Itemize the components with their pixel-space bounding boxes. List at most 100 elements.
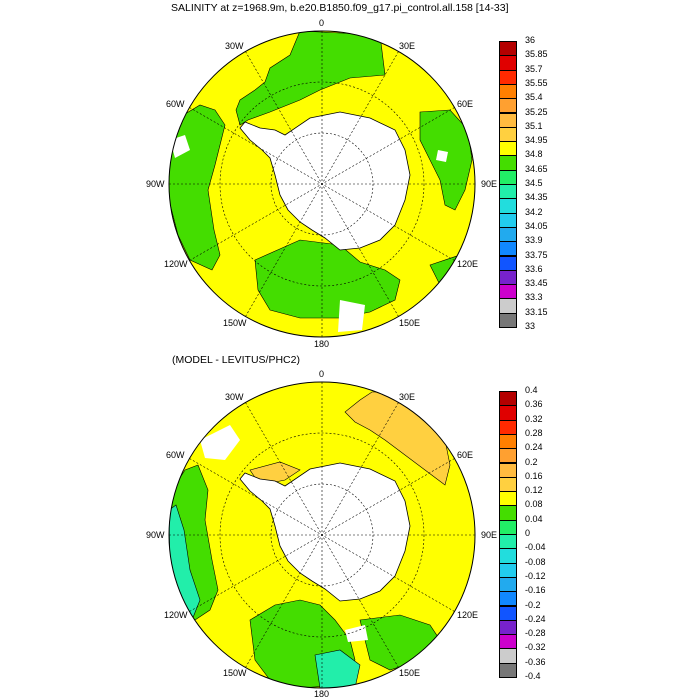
bottom-colorbar-cell [499, 491, 517, 507]
bottom-colorbar [499, 391, 517, 678]
top-lon-label-90e: 90E [481, 179, 498, 189]
top-colorbar-tick-label: 34.5 [525, 178, 543, 188]
bottom-colorbar-cell [499, 505, 517, 521]
top-lon-label-60e: 60E [457, 99, 474, 109]
top-lon-label-90w: 90W [146, 179, 165, 189]
bottom-colorbar-tick-label: -0.04 [525, 542, 546, 553]
bottom-colorbar-tick-label: 0.16 [525, 470, 543, 481]
top-colorbar-cell [499, 298, 517, 314]
top-colorbar-cell [499, 41, 517, 57]
bottom-colorbar-tick-label: 0.28 [525, 427, 543, 438]
bottom-colorbar-tick-label: -0.24 [525, 613, 546, 624]
top-colorbar-tick-label: 35.4 [525, 92, 543, 103]
bottom-colorbar-cell [499, 462, 517, 478]
bottom-colorbar-cell [499, 433, 517, 450]
top-colorbar-tick-label: 33 [525, 321, 536, 331]
top-colorbar-cell [499, 241, 517, 257]
bottom-colorbar-cell [499, 605, 517, 621]
top-colorbar-tick-label: 36 [525, 35, 536, 45]
top-missing-patch [436, 150, 448, 162]
bottom-map-title: (MODEL - LEVITUS/PHC2) [172, 354, 300, 366]
bottom-colorbar-cell [499, 448, 517, 464]
bottom-colorbar-cell [499, 405, 517, 421]
bottom-colorbar-cell [499, 534, 517, 550]
top-green-region-atlantic [235, 31, 386, 126]
top-lon-label-120e: 120E [457, 259, 479, 269]
top-colorbar-cell [499, 284, 517, 300]
bottom-colorbar-cell [499, 591, 517, 607]
bottom-colorbar-tick-label: 0.12 [525, 485, 543, 496]
bottom-colorbar-tick-label: 0.2 [525, 456, 538, 467]
top-polar-map [168, 30, 476, 338]
top-graticule [169, 31, 475, 337]
bottom-lon-label-120e: 120E [457, 610, 479, 620]
bottom-polar-map [168, 381, 476, 689]
bottom-missing-patch [345, 625, 368, 642]
bottom-colorbar-cell [499, 562, 517, 578]
bottom-lon-label-150w: 150W [223, 668, 247, 678]
top-colorbar-tick-label: 33.3 [525, 292, 543, 303]
top-colorbar-cell [499, 312, 517, 328]
top-lon-label-0: 0 [319, 18, 325, 28]
bottom-colorbar-cell [499, 419, 517, 435]
top-colorbar-tick-label: 34.95 [525, 135, 548, 146]
top-missing-patch [338, 300, 365, 332]
top-colorbar-tick-label: 33.75 [525, 249, 548, 260]
top-colorbar-tick-label: 34.05 [525, 220, 548, 231]
top-antarctica-land [239, 111, 411, 251]
bottom-colorbar-tick-label: -0.16 [525, 585, 546, 596]
top-colorbar-tick-label: 34.65 [525, 163, 548, 174]
bottom-colorbar-tick-label: -0.2 [525, 599, 541, 610]
top-colorbar-cell [499, 155, 517, 171]
top-colorbar-cell [499, 83, 517, 100]
top-lon-label-150w: 150W [223, 318, 247, 328]
bottom-lon-label-30e: 30E [399, 392, 416, 402]
top-colorbar-tick-label: 35.7 [525, 63, 543, 74]
top-colorbar-cell [499, 184, 517, 200]
bottom-colorbar-tick-label: -0.08 [525, 556, 546, 567]
top-colorbar-tick-label: 33.45 [525, 278, 548, 289]
bottom-colorbar-cell [499, 519, 517, 535]
bottom-colorbar-cell [499, 619, 517, 636]
bottom-lon-label-120w: 120W [164, 610, 188, 620]
top-colorbar-cell [499, 55, 517, 71]
top-colorbar-cell [499, 141, 517, 157]
bottom-missing-patch [200, 425, 240, 460]
top-colorbar-tick-label: 34.8 [525, 149, 543, 160]
bottom-colorbar-tick-label: 0.36 [525, 399, 543, 410]
bottom-lon-label-180: 180 [314, 689, 330, 699]
top-colorbar-cell [499, 226, 517, 243]
bottom-colorbar-cell [499, 648, 517, 664]
bottom-lon-label-30w: 30W [225, 392, 244, 402]
bottom-colorbar-tick-label: -0.32 [525, 642, 546, 653]
bottom-colorbar-cell [499, 391, 517, 407]
bottom-lon-label-150e: 150E [399, 668, 421, 678]
bottom-colorbar-tick-label: 0 [525, 528, 531, 538]
top-colorbar-tick-label: 33.15 [525, 306, 548, 317]
bottom-colorbar-cell [499, 634, 517, 650]
bottom-lon-label-0: 0 [319, 369, 325, 379]
top-colorbar-tick-label: 34.2 [525, 206, 543, 217]
bottom-colorbar-tick-label: -0.36 [525, 656, 546, 667]
top-colorbar-cell [499, 255, 517, 271]
bottom-lon-label-90w: 90W [146, 530, 165, 540]
bottom-map-border [168, 381, 476, 689]
bottom-graticule [169, 382, 475, 688]
top-colorbar-tick-label: 34.35 [525, 192, 548, 203]
top-colorbar-tick-label: 33.6 [525, 263, 543, 274]
bottom-colorbar-tick-label: 0.04 [525, 513, 543, 524]
top-lon-label-60w: 60W [166, 99, 185, 109]
top-colorbar [499, 41, 517, 328]
bottom-colorbar-tick-label: -0.4 [525, 671, 541, 681]
top-colorbar-cell [499, 112, 517, 128]
top-colorbar-cell [499, 126, 517, 143]
top-colorbar-cell [499, 98, 517, 114]
top-colorbar-cell [499, 212, 517, 228]
top-lon-label-180: 180 [314, 339, 330, 349]
bottom-aqua-region-south [314, 649, 361, 688]
bottom-antarctica-land [239, 462, 411, 602]
bottom-colorbar-tick-label: -0.28 [525, 628, 546, 639]
top-colorbar-tick-label: 35.85 [525, 49, 548, 60]
bottom-colorbar-cell [499, 576, 517, 593]
